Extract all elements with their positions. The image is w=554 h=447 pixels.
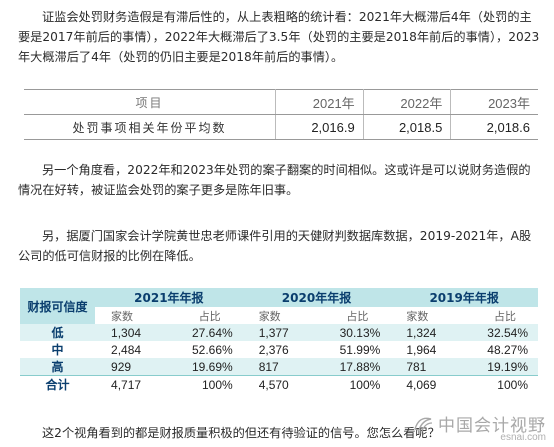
paragraph-lag-analysis: 证监会处罚财务造假是有滞后性的，从上表粗略的统计看：2021年大概滞后4年（处罚…: [18, 10, 540, 64]
subheader-pct: 占比: [467, 307, 538, 324]
cell-count: 2,376: [242, 341, 320, 358]
value-2022: 2,018.5: [363, 114, 452, 140]
watermark-logo-icon: [414, 417, 433, 431]
cell-pct: 27.64%: [171, 324, 243, 341]
row-label: 中: [20, 341, 96, 358]
table-header-row: 项目 2021年 2022年 2023年: [24, 89, 538, 115]
header-year-2023: 2023年: [450, 89, 538, 115]
cell-count: 2,484: [95, 341, 172, 358]
cell-count: 781: [390, 358, 468, 376]
cell-count: 1,324: [390, 324, 468, 341]
cell-pct: 30.13%: [319, 324, 391, 341]
corner-label: 财报可信度: [20, 288, 96, 324]
header-year-2022: 2022年: [363, 89, 452, 115]
header-year-2021: 2021年: [275, 89, 364, 115]
cell-count: 929: [95, 358, 172, 376]
row-label: 处罚事项相关年份平均数: [24, 114, 277, 140]
table-row: 高 929 19.69% 817 17.88% 781 19.19%: [20, 358, 538, 376]
penalty-year-table: 项目 2021年 2022年 2023年 处罚事项相关年份平均数 2,016.9…: [24, 89, 538, 140]
cell-pct: 32.54%: [467, 324, 538, 341]
cell-count: 4,717: [95, 375, 172, 393]
header-item: 项目: [24, 89, 277, 115]
table-row-total: 合计 4,717 100% 4,570 100% 4,069 100%: [20, 375, 538, 393]
table-row: 低 1,304 27.64% 1,377 30.13% 1,324 32.54%: [20, 324, 538, 341]
cell-count: 1,304: [95, 324, 172, 341]
cell-count: 817: [242, 358, 320, 376]
table-subheader-row: 家数 占比 家数 占比 家数 占比: [20, 307, 538, 324]
cell-pct: 100%: [171, 375, 243, 393]
row-label: 合计: [20, 375, 96, 393]
cell-pct: 100%: [319, 375, 391, 393]
subheader-count: 家数: [242, 307, 320, 324]
paragraph-another-angle: 另一个角度看，2022年和2023年处罚的案子翻案的时间相似。这或许是可以说财务…: [18, 163, 531, 197]
cell-pct: 19.19%: [467, 358, 538, 376]
cell-count: 4,069: [390, 375, 468, 393]
cell-pct: 48.27%: [467, 341, 538, 358]
cell-pct: 17.88%: [319, 358, 391, 376]
cell-pct: 100%: [467, 375, 538, 393]
cell-count: 4,570: [242, 375, 320, 393]
table-row: 中 2,484 52.66% 2,376 51.99% 1,964 48.27%: [20, 341, 538, 358]
table-header-row: 财报可信度 2021年年报 2020年年报 2019年年报: [20, 288, 538, 324]
subheader-count: 家数: [95, 307, 172, 324]
header-2021-report: 2021年年报: [95, 288, 243, 307]
value-2021: 2,016.9: [275, 114, 364, 140]
subheader-pct: 占比: [319, 307, 391, 324]
cell-pct: 52.66%: [171, 341, 243, 358]
watermark: 中国会计视野: [412, 411, 546, 436]
value-2023: 2,018.6: [450, 114, 538, 140]
subheader-pct: 占比: [171, 307, 243, 324]
cell-count: 1,377: [242, 324, 320, 341]
cell-pct: 51.99%: [319, 341, 391, 358]
paragraph-conclusion: 这2个视角看到的都是财报质量积极的但还有待验证的信号。您怎么看呢？: [42, 426, 440, 440]
table-row: 处罚事项相关年份平均数 2,016.9 2,018.5 2,018.6: [24, 114, 538, 140]
report-credibility-table: 财报可信度 2021年年报 2020年年报 2019年年报 家数 占比 家数 占…: [20, 288, 538, 393]
header-2019-report: 2019年年报: [390, 288, 538, 307]
cell-pct: 19.69%: [171, 358, 243, 376]
row-label: 低: [20, 324, 96, 341]
row-label: 高: [20, 358, 96, 376]
watermark-text: 中国会计视野: [438, 416, 546, 436]
watermark-url: esnai.com: [500, 432, 546, 443]
paragraph-data-source: 另，据厦门国家会计学院黄世忠老师课件引用的天健财判数据库数据，2019-2021…: [18, 229, 532, 263]
cell-count: 1,964: [390, 341, 468, 358]
subheader-count: 家数: [390, 307, 468, 324]
header-2020-report: 2020年年报: [242, 288, 391, 307]
